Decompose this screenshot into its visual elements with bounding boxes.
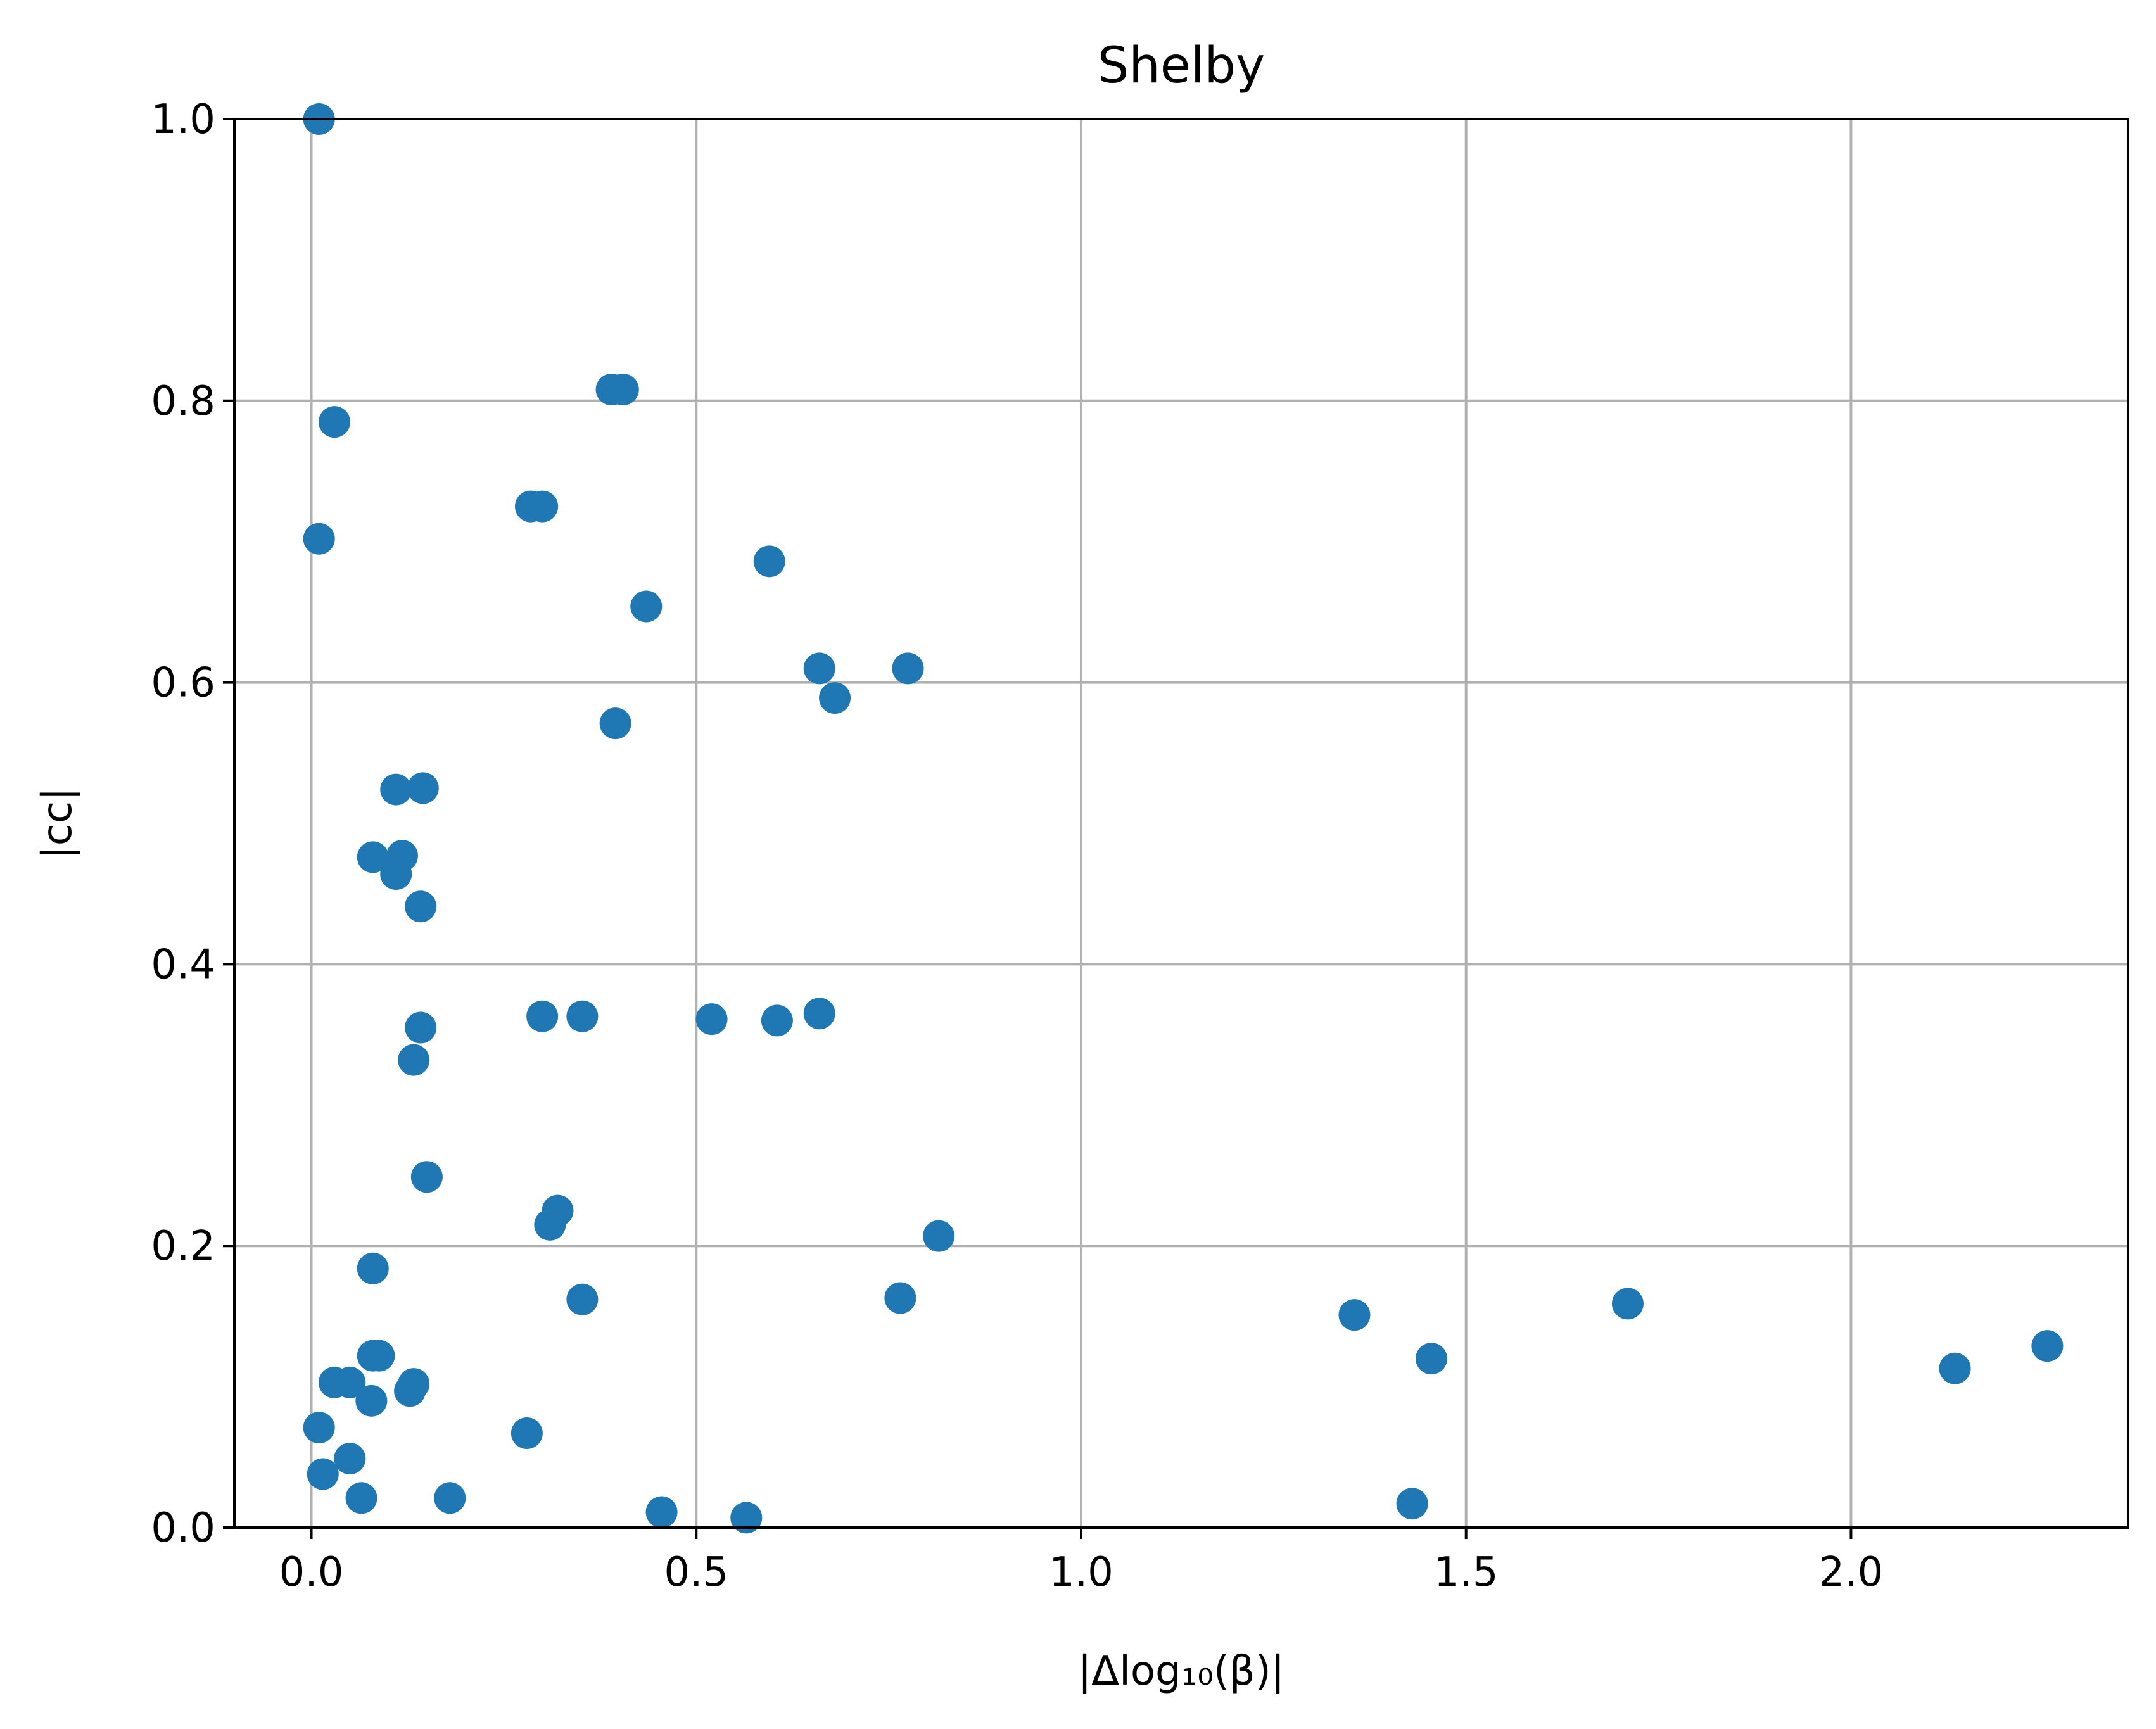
scatter-point [405,1011,437,1044]
grid-lines [234,118,2128,1529]
scatter-point [510,1417,543,1449]
scatter-point [695,1003,728,1036]
scatter-point [398,1044,430,1076]
x-tick-label: 1.0 [1049,1549,1113,1596]
scatter-point [394,1375,426,1407]
scatter-point [410,1161,443,1193]
x-tick-label: 1.5 [1434,1549,1499,1596]
y-axis-label: |cc| [34,787,81,859]
x-axis-label: |Δlog₁₀(β)| [1078,1648,1285,1695]
data-points [303,103,2064,1534]
scatter-point [303,1412,335,1444]
scatter-point [303,522,335,555]
scatter-point [380,858,412,890]
scatter-point [380,773,412,806]
scatter-point [357,841,389,873]
scatter-point [334,1366,366,1398]
scatter-point [363,1340,395,1372]
scatter-point [803,998,835,1030]
scatter-point [307,1458,339,1490]
scatter-point [884,1282,916,1314]
scatter-point [819,682,851,714]
y-tick-label: 0.2 [151,1223,215,1270]
y-tick-label: 0.0 [151,1505,215,1552]
scatter-point [357,1252,389,1284]
scatter-point [566,1000,599,1032]
x-tick-label: 2.0 [1819,1549,1884,1596]
scatter-point [2031,1330,2064,1362]
scatter-point [319,406,351,438]
scatter-point [761,1004,793,1037]
scatter-point [1416,1343,1448,1375]
scatter-point [345,1482,377,1514]
y-tick-label: 1.0 [151,96,215,143]
scatter-point [534,1208,566,1241]
scatter-point [434,1482,466,1514]
y-tick-label: 0.6 [151,660,215,707]
x-axis-ticks: 0.0 0.5 1.0 1.5 2.0 [279,1528,1884,1596]
scatter-point [753,545,785,578]
scatter-point [334,1443,366,1475]
scatter-point [405,890,437,923]
scatter-point [526,490,559,522]
scatter-point [630,590,663,623]
chart-title: Shelby [1098,37,1265,94]
scatter-point [1338,1299,1371,1331]
scatter-point [923,1220,955,1252]
scatter-point [355,1384,388,1417]
scatter-point [892,652,924,685]
scatter-point [1939,1352,1971,1384]
scatter-point [566,1283,599,1315]
y-tick-label: 0.8 [151,378,215,425]
scatter-point [803,652,835,685]
y-axis-ticks: 0.0 0.2 0.4 0.6 0.8 1.0 [151,96,234,1552]
scatter-point [730,1502,763,1534]
scatter-point [407,772,439,804]
x-tick-label: 0.5 [664,1549,728,1596]
x-tick-label: 0.0 [279,1549,344,1596]
scatter-point [526,1000,559,1032]
scatter-point [607,374,639,406]
scatter-point [645,1496,678,1528]
scatter-point [1396,1488,1428,1520]
scatter-point [599,707,631,740]
y-tick-label: 0.4 [151,941,215,988]
plot-frame [233,118,2129,1529]
scatter-point [1611,1288,1644,1320]
